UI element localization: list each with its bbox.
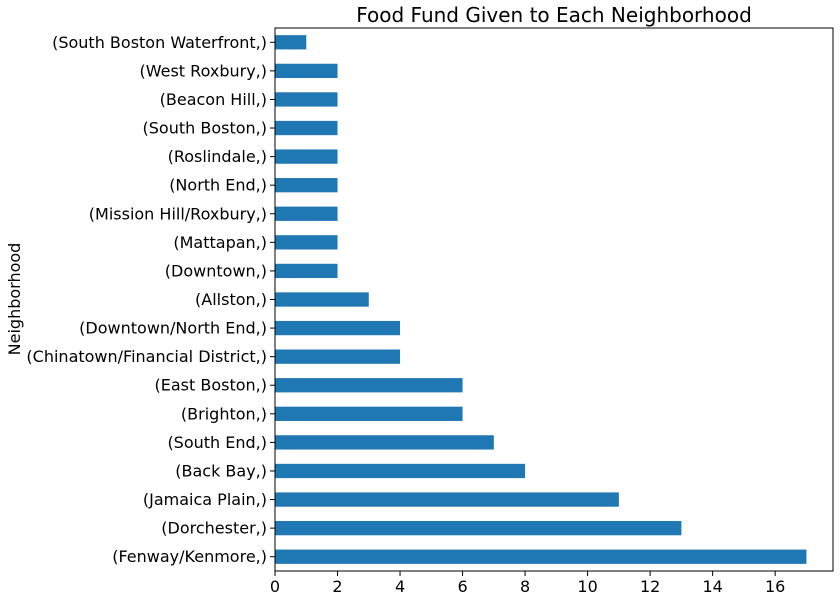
y-tick-labels: (Fenway/Kenmore,) (Dorchester,) (Jamaica P… (26, 33, 275, 566)
y-tick-label: (Allston,) (195, 290, 267, 309)
bar (275, 435, 494, 450)
y-tick-label: (South End,) (167, 433, 267, 452)
bar (275, 378, 463, 393)
bar (275, 92, 338, 107)
y-tick-label: (North End,) (169, 176, 267, 195)
y-axis-label: Neighborhood (5, 243, 24, 356)
bar (275, 406, 463, 421)
bar (275, 520, 682, 536)
y-tick-label: (Back Bay,) (175, 461, 267, 480)
y-tick-label: (Beacon Hill,) (160, 90, 267, 109)
bar (275, 235, 338, 250)
bar (275, 35, 307, 50)
y-tick-label: (Jamaica Plain,) (143, 490, 267, 509)
bar (275, 463, 526, 479)
x-tick-label: 4 (395, 577, 405, 596)
y-tick-label: (Downtown,) (165, 261, 267, 280)
bar (275, 549, 807, 564)
bar (275, 120, 338, 136)
bar (275, 149, 338, 164)
bar (275, 263, 338, 279)
y-tick-label: (South Boston,) (143, 119, 267, 138)
x-tick-label: 16 (765, 577, 785, 596)
y-tick-label: (Brighton,) (181, 404, 267, 423)
y-tick-label: (Downtown/North End,) (79, 319, 267, 338)
x-tick-label: 8 (520, 577, 530, 596)
x-tick-label: 14 (702, 577, 722, 596)
y-tick-label: (West Roxbury,) (140, 61, 268, 80)
y-tick-label: (Mattapan,) (173, 233, 267, 252)
chart-title: Food Fund Given to Each Neighborhood (356, 3, 752, 27)
y-tick-label: (Mission Hill/Roxbury,) (89, 204, 267, 223)
bar (275, 492, 619, 507)
y-tick-label: (Chinatown/Financial District,) (26, 347, 267, 366)
x-tick-label: 2 (332, 577, 342, 596)
y-tick-label: (Dorchester,) (161, 519, 267, 538)
plot-frame (274, 27, 834, 572)
y-tick-label: (East Boston,) (155, 376, 267, 395)
bars-group (275, 35, 807, 564)
bar (275, 320, 401, 336)
x-tick-label: 10 (577, 577, 597, 596)
bar (275, 349, 401, 364)
bar (275, 63, 338, 79)
y-tick-label: (Roslindale,) (168, 147, 267, 166)
x-ticks: 0 2 4 6 8 10 12 14 16 (270, 571, 785, 596)
bar (275, 178, 338, 193)
bar (275, 292, 369, 307)
y-tick-label: (Fenway/Kenmore,) (112, 547, 267, 566)
y-tick-label: (South Boston Waterfront,) (52, 33, 267, 52)
x-tick-label: 12 (640, 577, 660, 596)
bar (275, 206, 338, 221)
x-tick-label: 0 (270, 577, 280, 596)
x-tick-label: 6 (457, 577, 467, 596)
